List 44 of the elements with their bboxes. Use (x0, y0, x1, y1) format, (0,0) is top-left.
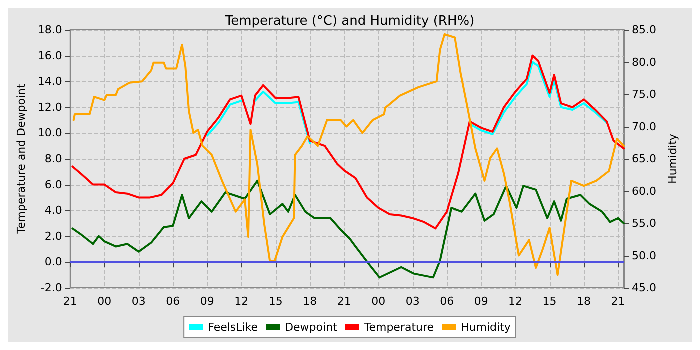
x-tick-label: 06 (440, 295, 454, 308)
chart-title: Temperature (°C) and Humidity (RH%) (224, 14, 475, 29)
x-tick-label: 00 (372, 295, 386, 308)
y-tick-label: 12.0 (38, 100, 62, 114)
y2-tick-label: 65.0 (632, 152, 656, 166)
x-tick-label: 21 (611, 295, 626, 308)
y2-tick-label: 75.0 (632, 88, 656, 101)
x-tick-label: 03 (132, 295, 146, 308)
x-tick-label: 00 (98, 295, 112, 308)
x-tick-label: 21 (337, 295, 352, 308)
x-tick-label: 12 (234, 295, 249, 308)
x-tick-label: 18 (577, 295, 592, 308)
y2-tick-label: 50.0 (632, 249, 656, 262)
x-tick-label: 12 (508, 295, 523, 308)
y2-tick-label: 80.0 (632, 56, 656, 69)
y-tick-label: 4.0 (44, 204, 62, 218)
x-tick-label: 15 (542, 295, 557, 308)
x-tick-label: 09 (200, 295, 214, 308)
x-tick-label: 15 (268, 295, 283, 308)
y2-tick-label: 45.0 (632, 282, 656, 294)
y-tick-label: -2.0 (40, 282, 62, 294)
x-tick-label: 09 (474, 295, 488, 308)
y-tick-label: 8.0 (44, 152, 62, 166)
legend-label: Dewpoint (285, 321, 338, 334)
x-tick-label: 21 (63, 295, 78, 308)
y-tick-label: 6.0 (44, 178, 62, 192)
legend-label: Humidity (461, 321, 512, 334)
y2-tick-label: 55.0 (632, 217, 656, 230)
legend-label: Temperature (363, 321, 434, 334)
y2-tick-label: 85.0 (632, 24, 656, 36)
y-tick-label: 18.0 (38, 24, 62, 36)
y-tick-label: 0.0 (44, 256, 62, 269)
y2-tick-label: 70.0 (632, 120, 656, 134)
legend-label: FeelsLike (208, 321, 258, 334)
y-tick-label: 14.0 (38, 75, 62, 88)
y-tick-label: 10.0 (38, 126, 62, 140)
y-axis-title: Temperature and Dewpoint (15, 83, 28, 235)
y-tick-label: 16.0 (38, 49, 62, 62)
y-tick-label: 2.0 (44, 230, 62, 243)
x-tick-label: 03 (406, 295, 420, 308)
y2-axis-title: Humidity (666, 134, 680, 184)
x-tick-label: 06 (166, 295, 180, 308)
y2-tick-label: 60.0 (632, 184, 656, 198)
x-tick-label: 18 (303, 295, 318, 308)
